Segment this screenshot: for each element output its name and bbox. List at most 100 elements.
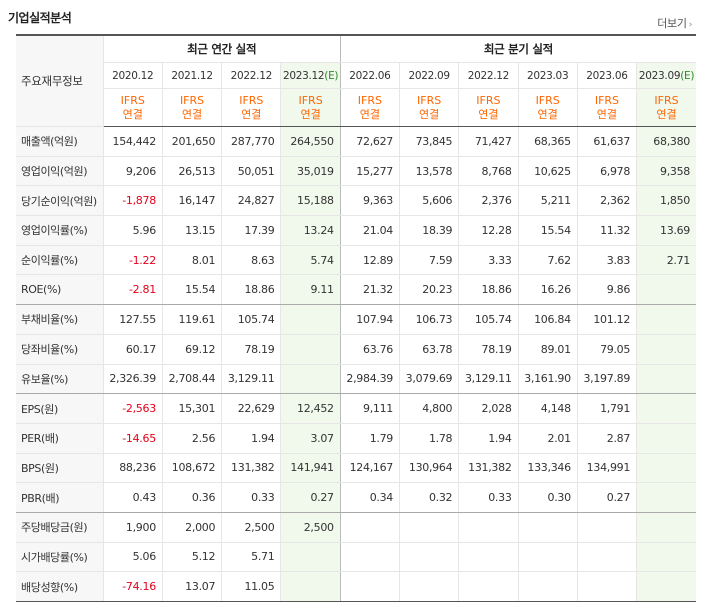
- row-label: 매출액(억원): [16, 126, 104, 157]
- table-cell: 2.71: [636, 245, 696, 276]
- ifrs-standard: IFRS: [357, 93, 382, 107]
- table-row: EPS(원) -2,563 15,301 22,629 12,452 9,111 4,800…: [16, 393, 696, 424]
- table-cell: 20.23: [398, 274, 459, 306]
- table-cell: 63.78: [398, 334, 459, 365]
- table-cell: 105.74: [221, 304, 281, 335]
- ifrs-consolidated: 연결: [596, 107, 618, 121]
- table-cell: 21.04: [339, 215, 400, 246]
- table-row: BPS(원) 88,236 108,672 131,382 141,941 124,167…: [16, 453, 696, 484]
- table-row: 주당배당금(원) 1,900 2,000 2,500 2,500: [16, 512, 696, 543]
- chevron-right-icon: ›: [688, 20, 693, 30]
- table-cell: 16.26: [517, 274, 578, 306]
- table-cell: [636, 512, 696, 543]
- table-cell: 79.05: [576, 334, 637, 365]
- period-header: 2022.06: [339, 62, 400, 89]
- table-cell: [517, 542, 578, 573]
- table-cell: 22,629: [221, 393, 281, 424]
- table-cell: 13.07: [161, 571, 222, 602]
- table-cell: 130,964: [398, 453, 459, 484]
- table-cell: 2,500: [280, 512, 341, 543]
- table-cell: 10,625: [517, 156, 578, 187]
- table-cell: 5.71: [221, 542, 281, 573]
- period-header: 2023.09(E): [636, 62, 696, 89]
- table-cell: 18.86: [221, 274, 281, 306]
- row-label: 당기순이익(억원): [16, 185, 104, 217]
- table-row: PER(배) -14.65 2.56 1.94 3.07 1.79 1.78 1.94 2.01…: [16, 423, 696, 454]
- table-cell: 3.33: [458, 245, 519, 276]
- table-cell: 107.94: [339, 304, 400, 335]
- table-cell: [636, 364, 696, 395]
- table-cell: [636, 423, 696, 454]
- table-cell: 133,346: [517, 453, 578, 484]
- table-cell: 68,380: [636, 126, 696, 157]
- table-cell: [636, 571, 696, 602]
- period-header: 2022.12: [221, 62, 281, 89]
- period-label: 2022.12: [467, 69, 510, 82]
- table-cell: 3.83: [576, 245, 637, 276]
- table-cell: 4,800: [398, 393, 459, 424]
- table-cell: 3,079.69: [398, 364, 459, 395]
- table-cell: 124,167: [339, 453, 400, 484]
- table-cell: [636, 453, 696, 484]
- table-row: 당기순이익(억원) -1,878 16,147 24,827 15,188 9,363 5,…: [16, 185, 696, 217]
- table-cell: 106.84: [517, 304, 578, 335]
- table-cell: 9.11: [280, 274, 341, 306]
- row-label: 주당배당금(원): [16, 512, 104, 543]
- table-cell: 24,827: [221, 185, 281, 217]
- table-cell: [458, 542, 519, 573]
- row-label: 영업이익(억원): [16, 156, 104, 187]
- table-cell: [280, 571, 341, 602]
- ifrs-label: IFRS 연결: [636, 88, 696, 127]
- table-row: 매출액(억원) 154,442 201,650 287,770 264,550 72,62…: [16, 126, 696, 157]
- table-cell: 35,019: [280, 156, 341, 187]
- table-cell: [458, 571, 519, 602]
- table-cell: 61,637: [576, 126, 637, 157]
- table-cell: 2,326.39: [102, 364, 163, 395]
- ifrs-label: IFRS 연결: [517, 88, 578, 127]
- table-cell: [576, 512, 637, 543]
- table-cell: 73,845: [398, 126, 459, 157]
- table-cell: 11.32: [576, 215, 637, 246]
- table-cell: 0.27: [280, 482, 341, 513]
- ifrs-consolidated: 연결: [419, 107, 440, 121]
- row-label: PER(배): [16, 423, 104, 454]
- table-row: 부채비율(%) 127.55 119.61 105.74 107.94 106.73 105…: [16, 304, 696, 335]
- table-cell: 2.56: [161, 423, 222, 454]
- table-cell: 0.32: [398, 482, 459, 513]
- table-cell: [280, 364, 341, 395]
- table-cell: 68,365: [517, 126, 578, 157]
- ifrs-label: IFRS 연결: [576, 88, 637, 127]
- table-cell: 2,984.39: [339, 364, 400, 395]
- row-label: 당좌비율(%): [16, 334, 104, 365]
- ifrs-standard: IFRS: [654, 93, 679, 107]
- table-cell: -2,563: [102, 393, 163, 424]
- row-label: 부채비율(%): [16, 304, 104, 335]
- table-cell: 78.19: [458, 334, 519, 365]
- table-cell: 5,606: [398, 185, 459, 217]
- table-cell: 131,382: [221, 453, 281, 484]
- table-cell: [339, 571, 400, 602]
- period-header: 2022.12: [458, 62, 519, 89]
- table-cell: 1,791: [576, 393, 637, 424]
- table-cell: 11.05: [221, 571, 281, 602]
- table-cell: 12.28: [458, 215, 519, 246]
- table-cell: 78.19: [221, 334, 281, 365]
- ifrs-consolidated: 연결: [122, 107, 143, 121]
- ifrs-standard: IFRS: [120, 93, 145, 107]
- table-cell: 131,382: [458, 453, 519, 484]
- table-cell: 3,197.89: [576, 364, 637, 395]
- table-cell: 18.39: [398, 215, 459, 246]
- table-cell: 0.27: [576, 482, 637, 513]
- table-cell: -1,878: [102, 185, 163, 217]
- table-cell: [636, 334, 696, 365]
- table-cell: 5.96: [102, 215, 163, 246]
- table-cell: 5.74: [280, 245, 341, 276]
- row-label: 배당성향(%): [16, 571, 104, 602]
- period-header: 2021.12: [161, 62, 222, 89]
- table-cell: 7.59: [398, 245, 459, 276]
- period-label: 2023.03: [527, 69, 569, 82]
- table-cell: -14.65: [102, 423, 163, 454]
- ifrs-standard: IFRS: [417, 93, 442, 107]
- more-link[interactable]: 더보기 ›: [657, 15, 692, 31]
- table-cell: 18.86: [458, 274, 519, 306]
